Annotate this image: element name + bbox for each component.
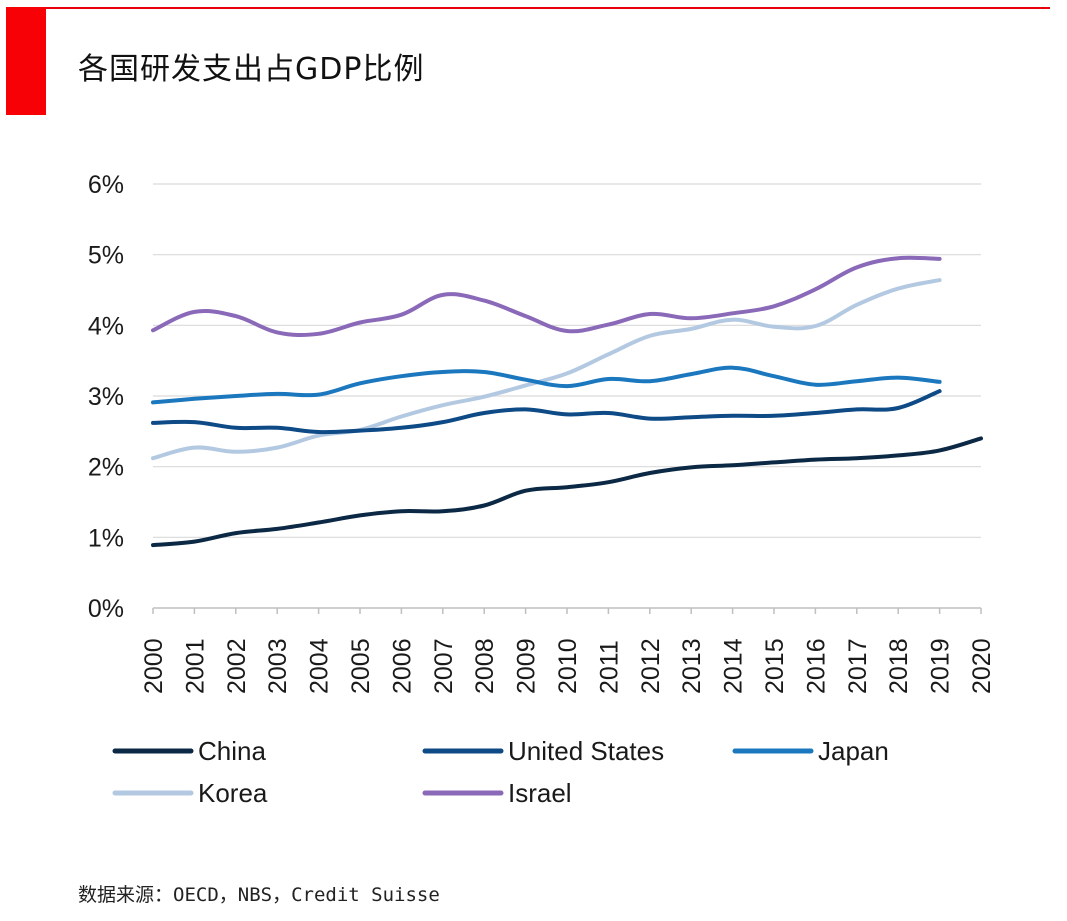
x-tick-label: 2017 (844, 638, 872, 694)
x-tick-label: 2003 (264, 638, 292, 694)
x-tick-label: 2000 (140, 638, 168, 694)
x-tick-label: 2019 (927, 638, 955, 694)
x-tick-label: 2013 (678, 638, 706, 694)
x-tick-label: 2004 (306, 638, 334, 694)
series-line-china (151, 436, 983, 548)
page-title: 各国研发支出占GDP比例 (78, 52, 425, 87)
y-tick-label: 0% (88, 595, 124, 623)
y-tick-label: 3% (88, 383, 124, 411)
x-tick-label: 2006 (388, 638, 416, 694)
legend-label-united-states: United States (508, 736, 664, 766)
top-rule (6, 7, 1050, 9)
legend: China United States Japan Korea Israel (112, 736, 889, 808)
x-tick-label: 2012 (637, 638, 665, 694)
x-tick-label: 2015 (761, 638, 789, 694)
y-tick-label: 1% (88, 524, 124, 552)
x-tick-label: 2010 (554, 638, 582, 694)
source-note: 数据来源：OECD，NBS，Credit Suisse (78, 884, 440, 906)
y-tick-label: 5% (88, 242, 124, 270)
axis-layer: 0% 1% 2% 3% 4% 5% 6% 2000 2001 2002 2003 2004 2005 20… (88, 171, 996, 694)
y-tick-label: 6% (88, 171, 124, 199)
y-tick-label: 2% (88, 454, 124, 482)
x-tick-label: 2001 (181, 638, 209, 694)
x-tick-label: 2009 (513, 638, 541, 694)
series-line-israel (151, 255, 942, 337)
series-line-korea (151, 278, 942, 461)
x-tick-label: 2014 (720, 638, 748, 694)
legend-label-korea: Korea (198, 778, 268, 808)
legend-label-japan: Japan (818, 736, 889, 766)
x-tick-label: 2002 (223, 638, 251, 694)
x-tick-label: 2005 (347, 638, 375, 694)
x-tick-label: 2020 (968, 638, 996, 694)
x-tick-label: 2011 (595, 640, 623, 694)
grid-layer (153, 183, 981, 538)
legend-label-israel: Israel (508, 778, 572, 808)
x-tick-label: 2008 (471, 638, 499, 694)
y-tick-label: 4% (88, 312, 124, 340)
title-accent-block (6, 7, 46, 115)
series-line-united-states (151, 389, 942, 435)
series-layer (151, 255, 983, 548)
series-line-japan (151, 365, 942, 405)
x-tick-label: 2018 (885, 638, 913, 694)
x-tick-label: 2007 (430, 638, 458, 694)
x-tick-label: 2016 (802, 638, 830, 694)
legend-label-china: China (198, 736, 266, 766)
